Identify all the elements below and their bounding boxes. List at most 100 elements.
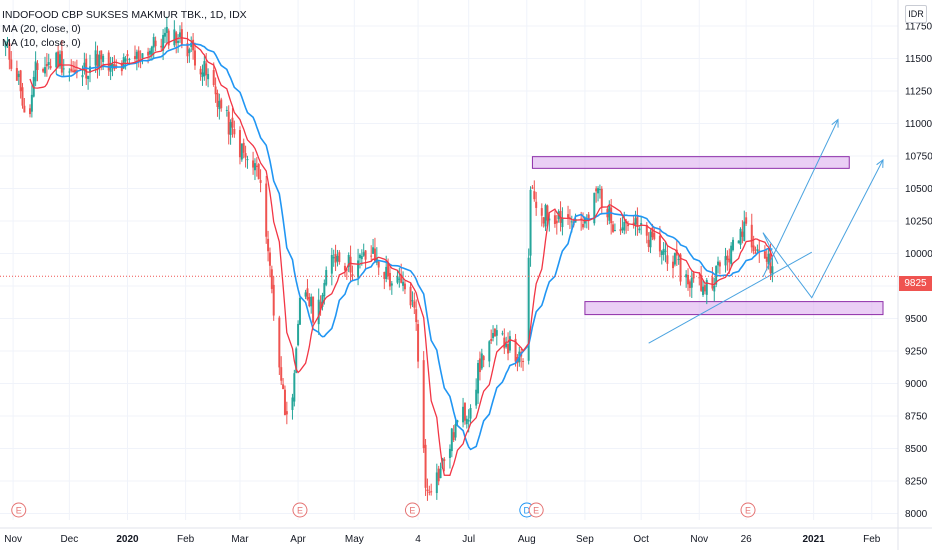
time-tick-label: 2020 <box>116 534 139 545</box>
candle-body <box>726 255 729 261</box>
grid <box>0 0 898 520</box>
candle-body <box>317 299 320 325</box>
candle-body <box>242 142 245 153</box>
candle-body <box>218 100 221 110</box>
candle-body <box>553 215 556 224</box>
candle-body <box>413 301 416 308</box>
candle-body <box>285 411 288 415</box>
time-tick-label: Apr <box>290 534 306 545</box>
candle-body <box>137 50 140 61</box>
candle-body <box>259 180 262 183</box>
candle-body <box>555 220 558 224</box>
candle-body <box>718 262 721 267</box>
candle-body <box>677 258 680 260</box>
candle-body <box>308 297 311 307</box>
candle-body <box>160 45 163 48</box>
time-tick-label: May <box>345 534 364 545</box>
candle-body <box>372 247 375 254</box>
time-tick-label: Mar <box>231 534 249 545</box>
candle-body <box>767 253 770 265</box>
candle-body <box>422 360 425 449</box>
candle-body <box>201 72 204 78</box>
candle-body <box>310 296 313 307</box>
candle-body <box>492 332 495 339</box>
candle-body <box>357 260 360 278</box>
candle-body <box>298 297 301 325</box>
time-tick-label: Nov <box>690 534 708 545</box>
candle-body <box>358 254 361 259</box>
candle-body <box>612 224 615 232</box>
candle-body <box>270 269 273 289</box>
candle-body <box>154 40 157 47</box>
candle-body <box>658 235 661 252</box>
time-tick-label: Jul <box>462 534 475 545</box>
candle-body <box>141 53 144 59</box>
candle-body <box>475 389 478 406</box>
candle-body <box>148 50 151 55</box>
candle-body <box>448 448 451 458</box>
zone-support <box>584 301 884 316</box>
candle-body <box>621 227 624 231</box>
candle-body <box>469 407 472 419</box>
last-price-badge: 9825 <box>899 276 932 291</box>
candle-body <box>96 54 99 69</box>
candle-body <box>370 255 373 257</box>
price-tick-label: 9250 <box>905 347 928 358</box>
candle-body <box>456 420 459 423</box>
candle-body <box>323 283 326 297</box>
candle-body <box>463 402 466 421</box>
candle-body <box>115 65 118 67</box>
candle-body <box>244 153 247 158</box>
price-tick-label: 9000 <box>905 379 928 390</box>
candle-body <box>23 105 26 113</box>
event-marker-label: E <box>297 506 303 516</box>
candle-body <box>334 254 337 263</box>
candle-body <box>111 63 114 67</box>
candle-body <box>437 468 440 482</box>
candle-body <box>17 73 20 78</box>
candle-body <box>597 188 600 194</box>
candle-body <box>664 250 667 252</box>
candle-body <box>205 63 208 76</box>
candle-body <box>685 274 688 278</box>
zone-resistance <box>531 156 850 169</box>
candle-body <box>653 233 656 240</box>
candle-body <box>34 61 37 82</box>
candle-body <box>227 111 230 135</box>
candle-body <box>57 51 60 67</box>
time-axis: Nov Dec 2020 Feb Mar Apr May 4 Jul Aug Sep Oct Nov 26… <box>0 527 932 545</box>
event-marker-E <box>292 502 308 518</box>
candle-body <box>188 49 191 54</box>
candle-body <box>544 204 547 227</box>
candle-body <box>567 214 570 218</box>
candle-body <box>19 70 22 92</box>
time-tick-label: Oct <box>633 534 649 545</box>
currency-button[interactable]: IDR <box>905 5 927 23</box>
candle-body <box>756 249 759 252</box>
candle-body <box>490 339 493 341</box>
candle-body <box>638 228 641 231</box>
candle-body <box>482 356 485 361</box>
candle-body <box>388 272 391 287</box>
trendline <box>762 159 884 299</box>
candle-body <box>55 52 58 68</box>
candle-body <box>225 110 228 112</box>
candle-body <box>739 228 742 245</box>
candle-body <box>732 239 735 251</box>
candle-body <box>47 62 50 66</box>
trendline-arrowhead <box>831 118 839 128</box>
candle-body <box>741 231 744 237</box>
candle-body <box>70 68 73 72</box>
candles <box>4 16 774 501</box>
candle-body <box>304 292 307 297</box>
candle-body <box>428 491 431 493</box>
candle-body <box>533 191 536 200</box>
candle-body <box>705 280 708 295</box>
candle-body <box>175 32 178 44</box>
candle-body <box>411 300 414 302</box>
candle-body <box>336 255 339 262</box>
candle-body <box>698 277 701 279</box>
candle-body <box>193 50 196 66</box>
candle-body <box>295 348 298 373</box>
